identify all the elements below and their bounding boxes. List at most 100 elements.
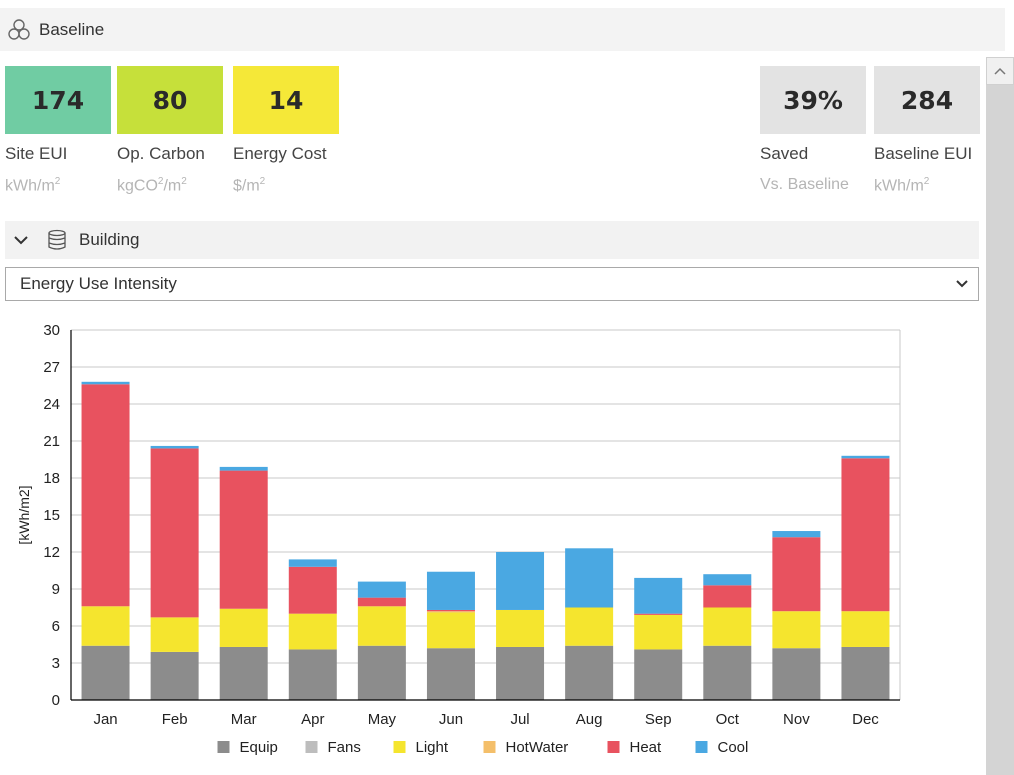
metric-unit: kWh/m2 (874, 176, 980, 195)
y-tick-label: 12 (43, 544, 60, 561)
y-tick-label: 18 (43, 470, 60, 487)
bar-segment-light[interactable] (703, 608, 751, 646)
metric-select[interactable]: Energy Use Intensity (5, 267, 979, 301)
y-tick-label: 9 (52, 581, 60, 598)
metric-energy-cost: 14 Energy Cost $/m2 (233, 66, 339, 195)
bar-segment-cool[interactable] (358, 582, 406, 598)
bar-segment-light[interactable] (82, 606, 130, 645)
x-tick-label: May (368, 711, 397, 728)
bar-segment-heat[interactable] (703, 585, 751, 607)
x-tick-label: Aug (576, 711, 603, 728)
bar-segment-equip[interactable] (220, 647, 268, 700)
legend-swatch-heat[interactable] (608, 741, 620, 753)
bar-segment-heat[interactable] (841, 458, 889, 611)
bar-segment-cool[interactable] (565, 548, 613, 607)
bar-segment-equip[interactable] (427, 648, 475, 700)
x-tick-label: Sep (645, 711, 672, 728)
bar-segment-light[interactable] (289, 614, 337, 650)
metric-value: 14 (233, 66, 339, 134)
bar-segment-light[interactable] (772, 611, 820, 648)
metric-label: Saved (760, 144, 866, 164)
bar-segment-equip[interactable] (358, 646, 406, 700)
x-tick-label: Nov (783, 711, 810, 728)
bar-segment-cool[interactable] (427, 572, 475, 610)
bar-segment-light[interactable] (151, 617, 199, 652)
x-tick-label: Dec (852, 711, 879, 728)
bar-segment-heat[interactable] (289, 567, 337, 614)
bar-segment-light[interactable] (565, 608, 613, 646)
bar-segment-cool[interactable] (634, 578, 682, 614)
legend-label-heat[interactable]: Heat (630, 739, 663, 756)
bar-segment-heat[interactable] (151, 448, 199, 617)
metric-saved: 39% Saved Vs. Baseline (760, 66, 866, 194)
bar-segment-cool[interactable] (82, 382, 130, 384)
building-icon (45, 228, 69, 252)
metric-site-eui: 174 Site EUI kWh/m2 (5, 66, 111, 195)
bar-segment-heat[interactable] (358, 598, 406, 607)
chevron-down-icon (956, 280, 968, 288)
legend-label-light[interactable]: Light (416, 739, 449, 756)
bar-segment-light[interactable] (841, 611, 889, 647)
legend-swatch-light[interactable] (394, 741, 406, 753)
y-tick-label: 27 (43, 359, 60, 376)
legend-swatch-equip[interactable] (218, 741, 230, 753)
x-tick-label: Jul (510, 711, 529, 728)
bar-segment-light[interactable] (496, 610, 544, 647)
metric-label: Energy Cost (233, 144, 339, 164)
legend-swatch-cool[interactable] (696, 741, 708, 753)
legend-label-cool[interactable]: Cool (718, 739, 749, 756)
bar-segment-equip[interactable] (634, 649, 682, 700)
legend-swatch-fans[interactable] (306, 741, 318, 753)
x-tick-label: Oct (716, 711, 740, 728)
bar-segment-cool[interactable] (703, 574, 751, 585)
metric-unit: Vs. Baseline (760, 176, 866, 194)
y-tick-label: 30 (43, 322, 60, 339)
cluster-icon (5, 16, 33, 44)
chevron-down-icon[interactable] (9, 235, 33, 245)
legend-label-hotwater[interactable]: HotWater (506, 739, 569, 756)
bar-segment-cool[interactable] (841, 456, 889, 458)
bar-segment-cool[interactable] (496, 552, 544, 610)
legend-swatch-hotwater[interactable] (484, 741, 496, 753)
metric-unit: $/m2 (233, 176, 339, 195)
bar-segment-light[interactable] (427, 612, 475, 648)
bar-segment-equip[interactable] (703, 646, 751, 700)
bar-segment-cool[interactable] (289, 559, 337, 566)
scroll-up-button[interactable] (986, 57, 1014, 85)
bar-segment-cool[interactable] (151, 446, 199, 448)
legend-label-fans[interactable]: Fans (328, 739, 361, 756)
bar-segment-heat[interactable] (82, 384, 130, 606)
bar-segment-cool[interactable] (220, 467, 268, 471)
bar-segment-cool[interactable] (772, 531, 820, 537)
legend-label-equip[interactable]: Equip (240, 739, 278, 756)
energy-chart: 0 3 6 9 12 15 18 21 24 27 30 [kWh/m2] Jan Feb Mar Apr Ma… (0, 315, 980, 775)
bar-segment-light[interactable] (358, 606, 406, 645)
y-tick-label: 3 (52, 655, 60, 672)
bar-segment-heat[interactable] (220, 471, 268, 609)
metric-unit: kgCO2/m2 (117, 176, 223, 195)
bar-segment-equip[interactable] (841, 647, 889, 700)
bar-segment-equip[interactable] (496, 647, 544, 700)
metric-value: 284 (874, 66, 980, 134)
metric-unit: kWh/m2 (5, 176, 111, 195)
panel-title: Baseline (39, 20, 104, 40)
bar-segment-equip[interactable] (565, 646, 613, 700)
bar-segment-equip[interactable] (289, 649, 337, 700)
metric-baseline-eui: 284 Baseline EUI kWh/m2 (874, 66, 980, 195)
y-tick-label: 0 (52, 692, 60, 709)
metric-value: 39% (760, 66, 866, 134)
bar-segment-heat[interactable] (427, 610, 475, 611)
x-tick-label: Jan (93, 711, 117, 728)
metric-op-carbon: 80 Op. Carbon kgCO2/m2 (117, 66, 223, 195)
bar-segment-equip[interactable] (772, 648, 820, 700)
bar-segment-equip[interactable] (82, 646, 130, 700)
bar-segment-heat[interactable] (634, 614, 682, 615)
building-section-header[interactable]: Building (5, 221, 979, 259)
bar-segment-light[interactable] (220, 609, 268, 647)
bar-segment-heat[interactable] (772, 537, 820, 611)
x-tick-label: Mar (231, 711, 257, 728)
vertical-scrollbar[interactable] (986, 57, 1014, 775)
bar-segment-light[interactable] (634, 615, 682, 650)
bar-segment-equip[interactable] (151, 652, 199, 700)
bar-segment-hotwater[interactable] (427, 611, 475, 612)
